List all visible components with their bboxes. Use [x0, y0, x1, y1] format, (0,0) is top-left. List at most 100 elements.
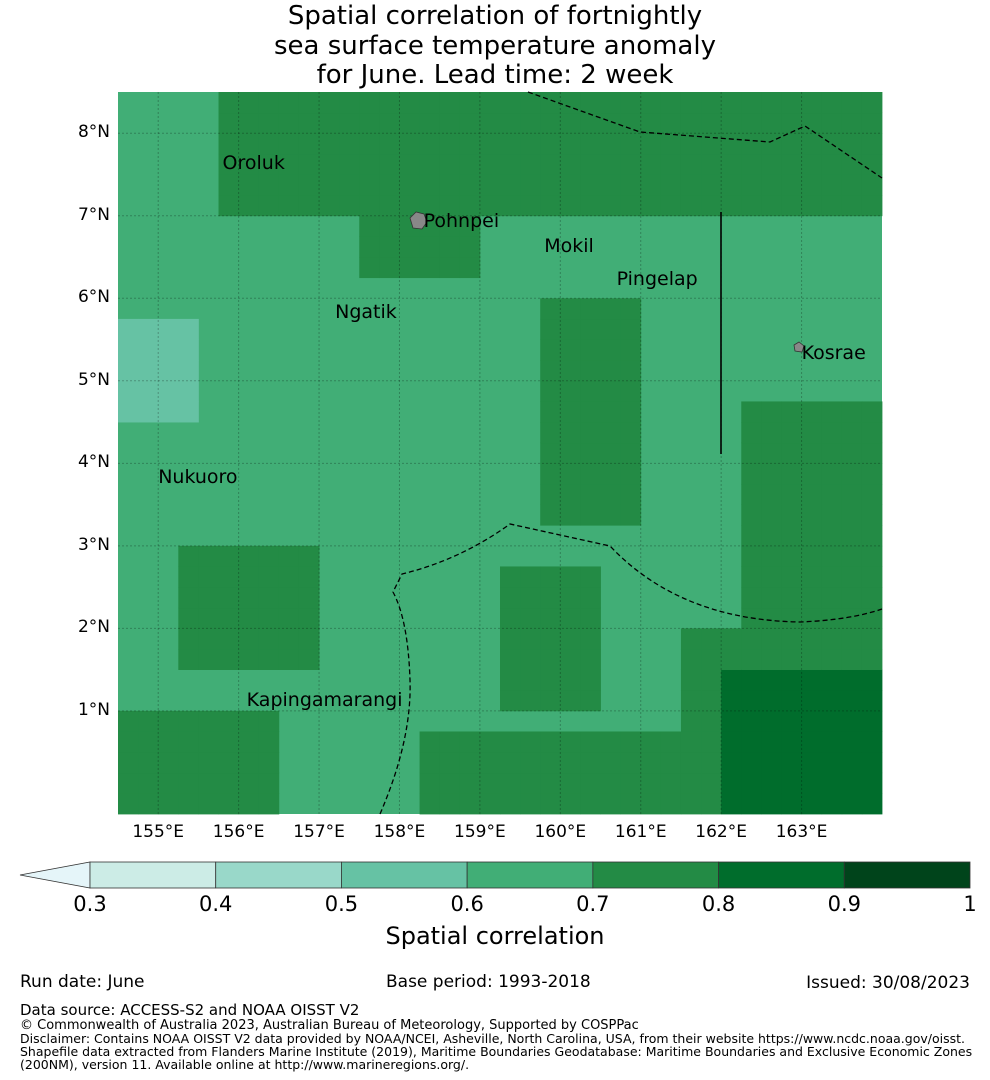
correlation-cell [761, 174, 782, 196]
correlation-cell [258, 545, 280, 567]
correlation-cell [721, 112, 742, 134]
correlation-cell [580, 339, 601, 361]
correlation-cell [761, 628, 782, 650]
correlation-cell [339, 195, 360, 217]
correlation-cell [319, 92, 340, 114]
correlation-cell [781, 92, 802, 114]
correlation-cell [600, 360, 622, 382]
correlation-cell [761, 669, 782, 691]
correlation-cell [459, 731, 481, 753]
lat-label: 1°N [77, 699, 110, 720]
colorbar-tick: 0.5 [324, 892, 359, 916]
disclaimer-line-1: Disclaimer: Contains NOAA OISST V2 data … [20, 1031, 965, 1046]
correlation-cell [781, 422, 802, 444]
correlation-cell [178, 339, 199, 361]
correlation-cell [761, 607, 782, 629]
correlation-cell [741, 112, 762, 134]
colorbar-tick: 0.9 [827, 892, 861, 916]
correlation-cell [238, 607, 260, 629]
correlation-cell [580, 195, 601, 217]
correlation-cell [479, 772, 501, 794]
correlation-cell [118, 318, 139, 340]
correlation-cell [620, 112, 642, 134]
correlation-cell [680, 153, 702, 175]
correlation-cell [359, 257, 380, 279]
correlation-cell [821, 483, 843, 505]
correlation-cell [560, 298, 581, 320]
correlation-cell [841, 628, 863, 650]
correlation-cell [580, 442, 601, 464]
correlation-cell [198, 587, 219, 609]
correlation-cell [841, 648, 863, 670]
correlation-cell [640, 153, 662, 175]
correlation-cell [540, 483, 561, 505]
correlation-cell [761, 504, 782, 526]
correlation-cell [138, 339, 159, 361]
correlation-cell [419, 153, 441, 175]
correlation-cell [620, 752, 642, 774]
correlation-cell [238, 752, 260, 774]
correlation-cell [118, 772, 139, 794]
title-line-2: sea surface temperature anomaly [274, 30, 716, 61]
correlation-cell [459, 153, 481, 175]
correlation-cell [640, 731, 662, 753]
correlation-cell [540, 566, 561, 588]
correlation-cell [761, 690, 782, 712]
correlation-cell [278, 648, 300, 670]
correlation-cell [781, 587, 802, 609]
correlation-cell [821, 422, 843, 444]
correlation-cell [500, 669, 521, 691]
correlation-cell [500, 690, 521, 712]
issued-date: Issued: 30/08/2023 [806, 973, 970, 993]
correlation-cell [238, 153, 260, 175]
correlation-cell [861, 628, 883, 650]
correlation-cell [560, 339, 581, 361]
correlation-cell [258, 92, 280, 114]
correlation-cell [721, 710, 742, 732]
place-label: Oroluk [222, 152, 285, 175]
correlation-cell [439, 215, 461, 237]
correlation-map [118, 91, 883, 815]
correlation-cell [701, 112, 722, 134]
correlation-cell [841, 525, 863, 547]
correlation-cell [118, 710, 139, 732]
correlation-cell [781, 752, 802, 774]
correlation-cell [861, 92, 883, 114]
colorbar-bin [215, 861, 342, 889]
colorbar-bins [89, 861, 971, 889]
correlation-cell [741, 566, 762, 588]
correlation-cell [560, 112, 581, 134]
correlation-cell [258, 195, 280, 217]
colorbar-tick: 0.6 [450, 892, 484, 916]
correlation-cell [178, 772, 199, 794]
correlation-cell [801, 628, 823, 650]
correlation-cell [560, 442, 581, 464]
place-label: Nukuoro [158, 465, 238, 488]
correlation-cell [560, 587, 581, 609]
kosrae-island [793, 341, 805, 353]
correlation-cell [741, 731, 762, 753]
correlation-cell [479, 793, 501, 815]
correlation-cell [680, 731, 702, 753]
correlation-cell [198, 545, 219, 567]
correlation-cell [218, 731, 240, 753]
correlation-cell [479, 195, 501, 217]
correlation-cell [399, 153, 420, 175]
correlation-cell [841, 772, 863, 794]
correlation-cell [520, 731, 541, 753]
correlation-cell [801, 112, 823, 134]
correlation-cell [520, 690, 541, 712]
colorbar-bin [89, 861, 217, 889]
correlation-cell [861, 195, 883, 217]
correlation-cell [540, 360, 561, 382]
correlation-cell [298, 587, 320, 609]
correlation-cell [580, 298, 601, 320]
correlation-cell [761, 195, 782, 217]
correlation-cell [459, 257, 481, 279]
correlation-cell [801, 710, 823, 732]
correlation-cell [359, 112, 380, 134]
correlation-cell [178, 566, 199, 588]
correlation-cell [500, 731, 521, 753]
correlation-cell [218, 92, 240, 114]
lat-label: 4°N [77, 452, 110, 473]
